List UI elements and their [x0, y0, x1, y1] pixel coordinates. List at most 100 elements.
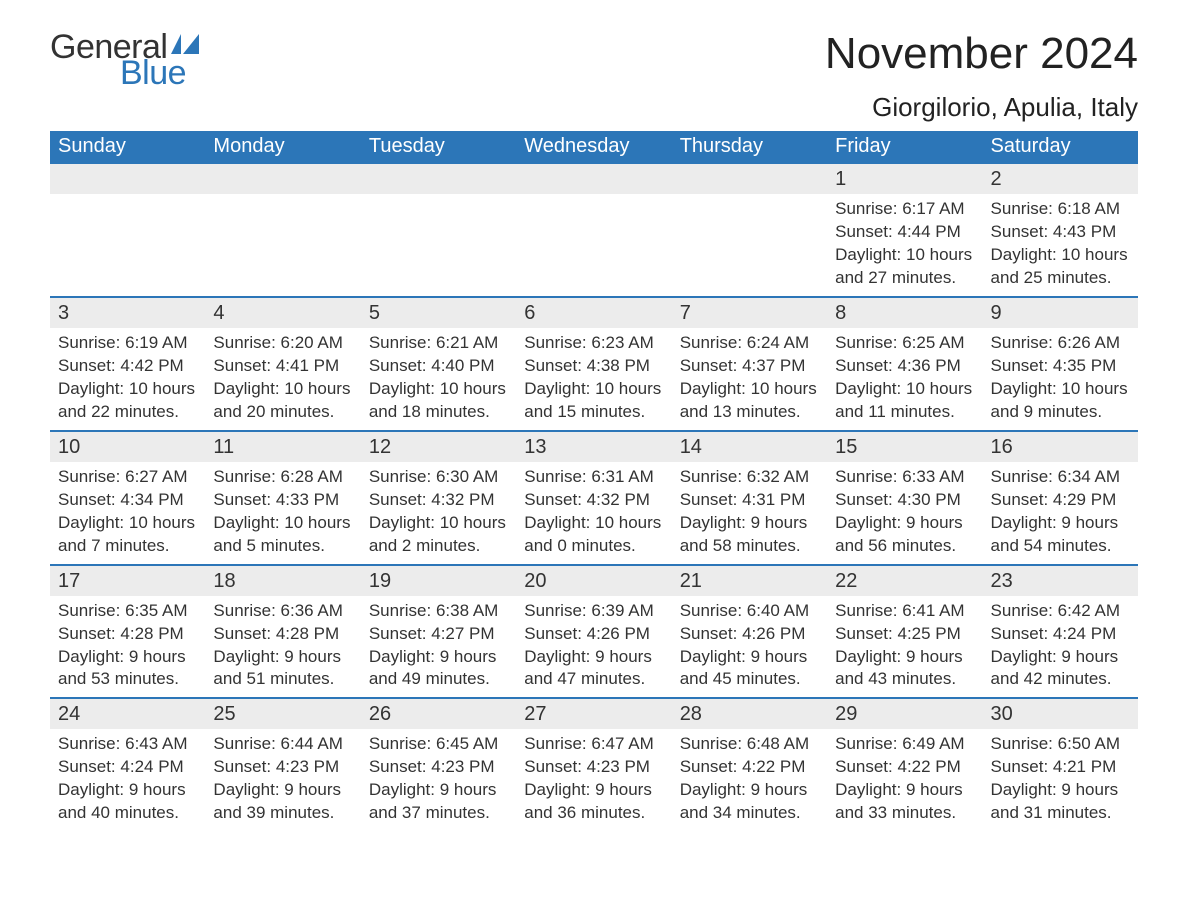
sunrise-line-label: Sunrise:: [369, 734, 431, 753]
day-number: 12: [361, 432, 516, 462]
sunset-line: Sunset: 4:43 PM: [991, 221, 1130, 244]
daylight-line-label: Daylight:: [524, 513, 590, 532]
sunrise-line: Sunrise: 6:35 AM: [58, 600, 197, 623]
sunrise-line: Sunrise: 6:23 AM: [524, 332, 663, 355]
day-header: Wednesday: [516, 131, 671, 163]
sunrise-line: Sunrise: 6:33 AM: [835, 466, 974, 489]
day-number: 30: [983, 699, 1138, 729]
day-cell: 21Sunrise: 6:40 AMSunset: 4:26 PMDayligh…: [672, 565, 827, 699]
calendar-page: General Blue November 2024 Giorgilorio, …: [0, 0, 1188, 871]
day-cell: 15Sunrise: 6:33 AMSunset: 4:30 PMDayligh…: [827, 431, 982, 565]
day-cell: 3Sunrise: 6:19 AMSunset: 4:42 PMDaylight…: [50, 297, 205, 431]
sunrise-line: Sunrise: 6:19 AM: [58, 332, 197, 355]
sunrise-line: Sunrise: 6:39 AM: [524, 600, 663, 623]
sunset-line: Sunset: 4:23 PM: [369, 756, 508, 779]
daylight-line-label: Daylight:: [58, 780, 124, 799]
sunrise-line-value: 6:47 AM: [591, 734, 653, 753]
day-number: 25: [205, 699, 360, 729]
daylight-line: Daylight: 10 hours and 13 minutes.: [680, 378, 819, 424]
daylight-line-label: Daylight:: [680, 647, 746, 666]
day-header: Sunday: [50, 131, 205, 163]
daylight-line-label: Daylight:: [213, 647, 279, 666]
day-cell: 17Sunrise: 6:35 AMSunset: 4:28 PMDayligh…: [50, 565, 205, 699]
daylight-line-label: Daylight:: [58, 513, 124, 532]
sunrise-line: Sunrise: 6:45 AM: [369, 733, 508, 756]
day-body: Sunrise: 6:19 AMSunset: 4:42 PMDaylight:…: [50, 328, 205, 430]
sunset-line-label: Sunset:: [991, 757, 1049, 776]
day-number: 15: [827, 432, 982, 462]
sunset-line: Sunset: 4:36 PM: [835, 355, 974, 378]
sunset-line: Sunset: 4:26 PM: [680, 623, 819, 646]
sunrise-line-value: 6:43 AM: [125, 734, 187, 753]
sunset-line-label: Sunset:: [524, 490, 582, 509]
sunset-line: Sunset: 4:31 PM: [680, 489, 819, 512]
sunset-line: Sunset: 4:38 PM: [524, 355, 663, 378]
daylight-line: Daylight: 10 hours and 25 minutes.: [991, 244, 1130, 290]
sunrise-line-value: 6:24 AM: [747, 333, 809, 352]
day-body: Sunrise: 6:28 AMSunset: 4:33 PMDaylight:…: [205, 462, 360, 564]
day-cell: 14Sunrise: 6:32 AMSunset: 4:31 PMDayligh…: [672, 431, 827, 565]
sunrise-line-value: 6:19 AM: [125, 333, 187, 352]
daylight-line: Daylight: 10 hours and 22 minutes.: [58, 378, 197, 424]
sunrise-line-label: Sunrise:: [680, 601, 742, 620]
header-row: General Blue November 2024 Giorgilorio, …: [50, 30, 1138, 123]
sunrise-line-value: 6:38 AM: [436, 601, 498, 620]
daylight-line-label: Daylight:: [58, 647, 124, 666]
sunrise-line: Sunrise: 6:32 AM: [680, 466, 819, 489]
day-number: 27: [516, 699, 671, 729]
day-cell: 5Sunrise: 6:21 AMSunset: 4:40 PMDaylight…: [361, 297, 516, 431]
day-body: Sunrise: 6:21 AMSunset: 4:40 PMDaylight:…: [361, 328, 516, 430]
sunrise-line: Sunrise: 6:42 AM: [991, 600, 1130, 623]
daylight-line: Daylight: 10 hours and 20 minutes.: [213, 378, 352, 424]
day-cell: 7Sunrise: 6:24 AMSunset: 4:37 PMDaylight…: [672, 297, 827, 431]
day-number: 6: [516, 298, 671, 328]
day-body: Sunrise: 6:34 AMSunset: 4:29 PMDaylight:…: [983, 462, 1138, 564]
daylight-line-label: Daylight:: [680, 780, 746, 799]
sunset-line-value: 4:34 PM: [120, 490, 183, 509]
daylight-line-label: Daylight:: [369, 647, 435, 666]
day-cell: 13Sunrise: 6:31 AMSunset: 4:32 PMDayligh…: [516, 431, 671, 565]
daylight-line: Daylight: 10 hours and 2 minutes.: [369, 512, 508, 558]
week-row: 17Sunrise: 6:35 AMSunset: 4:28 PMDayligh…: [50, 565, 1138, 699]
day-body: Sunrise: 6:48 AMSunset: 4:22 PMDaylight:…: [672, 729, 827, 831]
sunset-line-label: Sunset:: [680, 757, 738, 776]
daylight-line: Daylight: 10 hours and 27 minutes.: [835, 244, 974, 290]
daylight-line-label: Daylight:: [991, 245, 1057, 264]
sunset-line-label: Sunset:: [835, 757, 893, 776]
sunset-line: Sunset: 4:42 PM: [58, 355, 197, 378]
sunrise-line-value: 6:31 AM: [591, 467, 653, 486]
sunset-line-label: Sunset:: [835, 490, 893, 509]
sunset-line: Sunset: 4:22 PM: [680, 756, 819, 779]
day-number: 20: [516, 566, 671, 596]
sunset-line: Sunset: 4:28 PM: [213, 623, 352, 646]
sunset-line-label: Sunset:: [680, 624, 738, 643]
sunrise-line: Sunrise: 6:30 AM: [369, 466, 508, 489]
day-cell: 26Sunrise: 6:45 AMSunset: 4:23 PMDayligh…: [361, 698, 516, 831]
sunrise-line-value: 6:42 AM: [1058, 601, 1120, 620]
sunset-line-value: 4:26 PM: [587, 624, 650, 643]
day-number: 19: [361, 566, 516, 596]
daylight-line: Daylight: 10 hours and 5 minutes.: [213, 512, 352, 558]
daylight-line-label: Daylight:: [213, 780, 279, 799]
sunset-line-value: 4:24 PM: [120, 757, 183, 776]
empty-daynum-bar: [672, 164, 827, 194]
day-body: Sunrise: 6:43 AMSunset: 4:24 PMDaylight:…: [50, 729, 205, 831]
sunrise-line-label: Sunrise:: [524, 734, 586, 753]
daylight-line: Daylight: 9 hours and 40 minutes.: [58, 779, 197, 825]
sunrise-line: Sunrise: 6:18 AM: [991, 198, 1130, 221]
sunset-line-value: 4:25 PM: [898, 624, 961, 643]
sunset-line-label: Sunset:: [991, 624, 1049, 643]
day-number: 28: [672, 699, 827, 729]
empty-daynum-bar: [205, 164, 360, 194]
daylight-line: Daylight: 9 hours and 56 minutes.: [835, 512, 974, 558]
sunset-line: Sunset: 4:24 PM: [58, 756, 197, 779]
sunset-line-label: Sunset:: [524, 757, 582, 776]
sunset-line-label: Sunset:: [213, 490, 271, 509]
daylight-line-label: Daylight:: [213, 513, 279, 532]
day-cell: [672, 163, 827, 297]
sunset-line-value: 4:21 PM: [1053, 757, 1116, 776]
daylight-line-label: Daylight:: [835, 513, 901, 532]
daylight-line: Daylight: 9 hours and 47 minutes.: [524, 646, 663, 692]
week-row: 3Sunrise: 6:19 AMSunset: 4:42 PMDaylight…: [50, 297, 1138, 431]
sunset-line-label: Sunset:: [524, 624, 582, 643]
